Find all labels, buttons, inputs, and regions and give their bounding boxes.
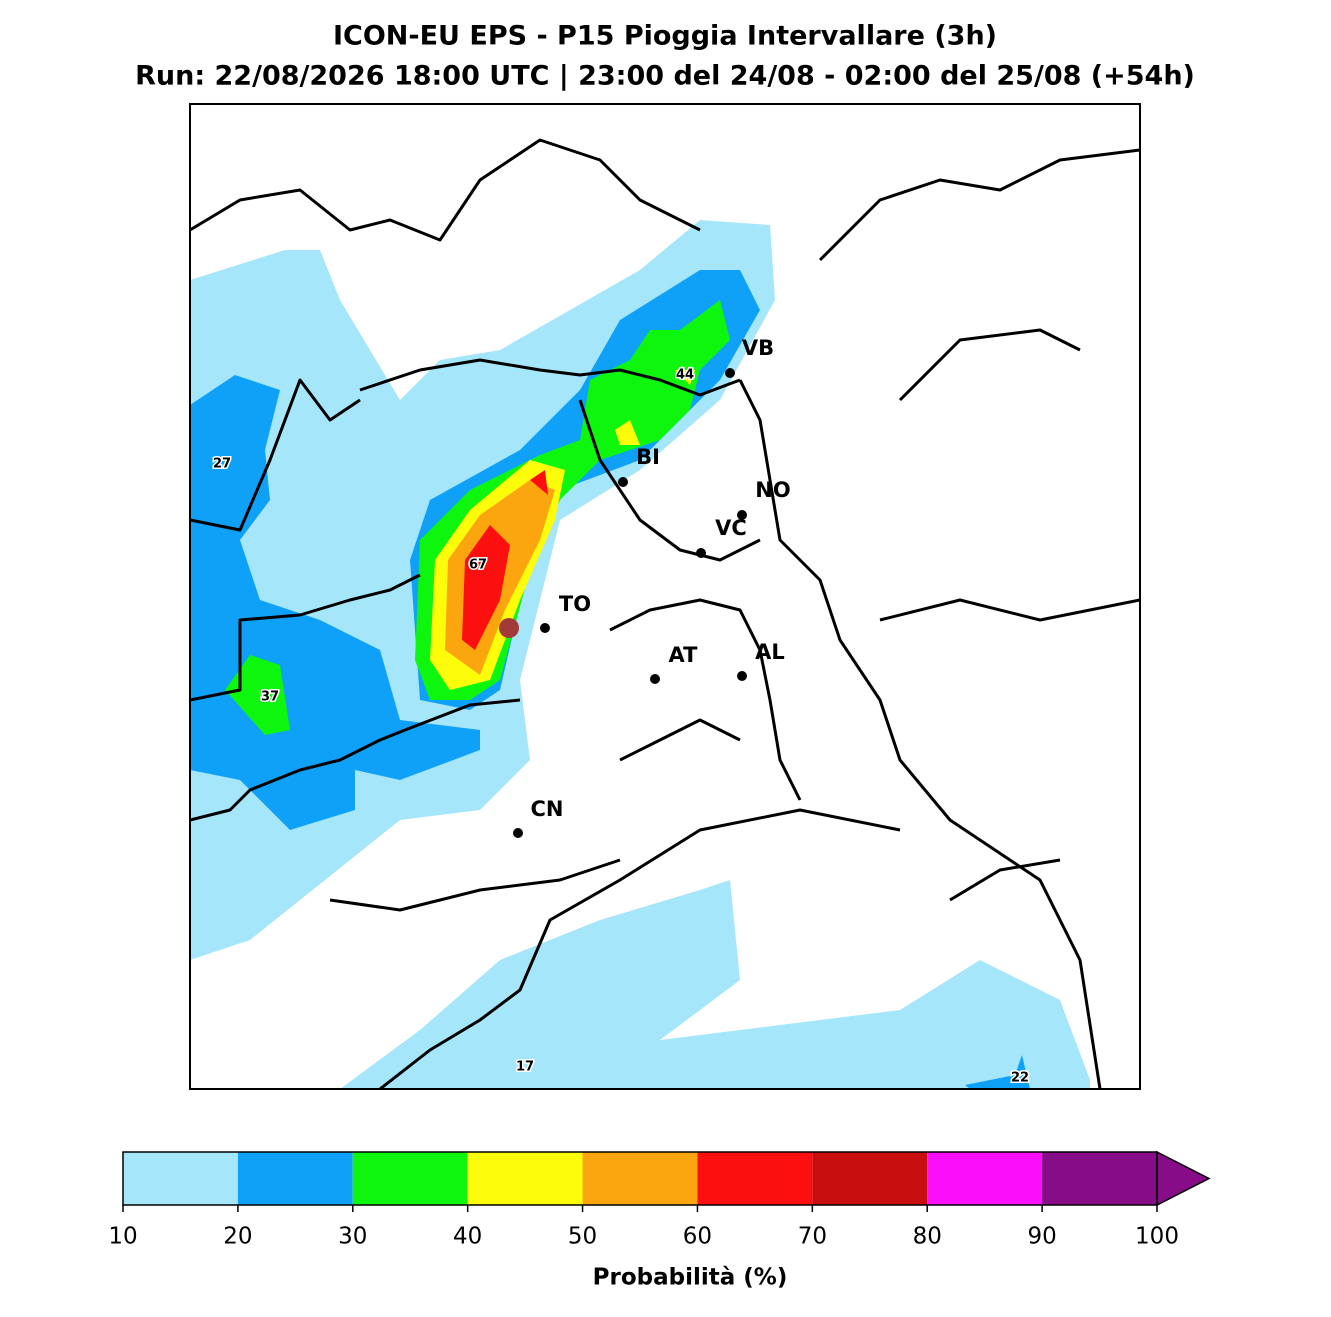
city-dot <box>725 368 735 378</box>
city-dot <box>540 623 550 633</box>
colorbar-tick-label: 80 <box>913 1224 942 1250</box>
colorbar-segment <box>697 1152 813 1205</box>
contour-label: 37 <box>261 690 279 705</box>
subtitle: Run: 22/08/2026 18:00 UTC | 23:00 del 24… <box>135 61 1195 92</box>
city-label: VC <box>715 516 747 540</box>
border <box>190 138 1140 1089</box>
city-label: AT <box>669 643 699 667</box>
city-label: NO <box>755 478 790 502</box>
colorbar-tick-label: 70 <box>798 1224 827 1250</box>
colorbar-segment <box>237 1152 353 1205</box>
colorbar-segment <box>467 1152 583 1205</box>
colorbar-segment <box>582 1152 698 1205</box>
contour-label: 44 <box>676 368 694 383</box>
city-label: AL <box>755 640 785 664</box>
city-dot <box>737 671 747 681</box>
city-dot <box>737 510 747 520</box>
contour-label: 27 <box>213 457 231 472</box>
colorbar-tick-label: 90 <box>1027 1224 1056 1250</box>
rain-area <box>600 1060 850 1089</box>
rain-area <box>340 880 1090 1089</box>
rain-area <box>965 1055 1030 1089</box>
city-label: VB <box>742 336 774 360</box>
map-area <box>190 138 1140 1089</box>
colorbar-tick-label: 20 <box>223 1224 252 1250</box>
city-dot <box>513 828 523 838</box>
city-label: BI <box>636 445 660 469</box>
point-marker <box>499 618 519 638</box>
city-label: CN <box>531 797 564 821</box>
colorbar-tick-label: 40 <box>453 1224 482 1250</box>
colorbar-segment <box>812 1152 928 1205</box>
city-dot <box>696 548 706 558</box>
colorbar-frame <box>122 1151 1158 1206</box>
colorbar-segment <box>927 1152 1043 1205</box>
colorbar-label: Probabilità (%) <box>593 1265 788 1291</box>
colorbar-tick-label: 50 <box>568 1224 597 1250</box>
title: ICON-EU EPS - P15 Pioggia Intervallare (… <box>333 21 997 52</box>
contour-label: 67 <box>469 558 487 573</box>
colorbar-segment <box>352 1152 468 1205</box>
rain-area <box>462 470 548 650</box>
colorbar-tick-label: 30 <box>338 1224 367 1250</box>
colorbar-segment <box>1042 1152 1157 1205</box>
contour-label: 17 <box>516 1060 534 1075</box>
colorbar-tick-label: 100 <box>1135 1224 1179 1250</box>
colorbar-tick-label: 60 <box>683 1224 712 1250</box>
map-frame <box>189 103 1141 1090</box>
city-label: TO <box>559 592 591 616</box>
contour-label: 22 <box>1011 1071 1029 1086</box>
colorbar-extend <box>1156 1150 1211 1207</box>
city-dot <box>650 674 660 684</box>
colorbar-tick-label: 10 <box>108 1224 137 1250</box>
colorbar-segment <box>123 1152 238 1205</box>
rain-area <box>615 370 695 445</box>
city-dot <box>618 477 628 487</box>
